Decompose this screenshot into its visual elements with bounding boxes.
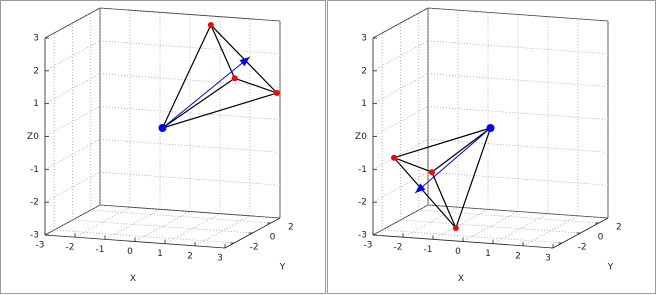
z-tick-label: 1 [361, 99, 367, 109]
grid-line [90, 209, 271, 224]
x-tick-label: -3 [364, 241, 373, 251]
z-tick-label: 0 [33, 132, 39, 142]
edge [455, 127, 492, 229]
z-axis-label: Z [355, 132, 361, 142]
arrow-shaft [162, 56, 251, 129]
z-tick-label: -1 [30, 165, 39, 175]
grid-line [99, 204, 281, 219]
edge [234, 77, 278, 94]
grid-line [99, 40, 281, 55]
z-axis-label: Z [27, 132, 33, 142]
z-tick-label: -2 [30, 198, 39, 208]
z-tick-label: -3 [358, 231, 367, 241]
y-tick-label: 2 [616, 223, 622, 233]
y-tick-label: 2 [288, 223, 294, 233]
panel-frame [0, 0, 326, 294]
grid-line [99, 106, 281, 120]
y-tick-label: -2 [250, 243, 259, 253]
y-tick-label: 0 [598, 233, 604, 243]
edge [161, 24, 212, 129]
z-tick-label: 3 [33, 34, 39, 44]
grid-line [427, 204, 609, 219]
grid-line [427, 106, 609, 120]
box-edge [44, 7, 101, 39]
x-axis-label: X [130, 274, 136, 284]
y-tick-label: 0 [270, 233, 276, 243]
edge [431, 171, 457, 229]
arrow-head [239, 56, 250, 67]
arrow-shaft [414, 127, 491, 194]
grid-line [72, 219, 253, 234]
x-tick-label: -3 [36, 241, 45, 251]
x-tick-label: 2 [515, 251, 521, 261]
arrow-head [415, 183, 426, 193]
edge [162, 77, 236, 129]
z-tick-label: 0 [361, 132, 367, 142]
grid-line [99, 73, 281, 88]
x-tick-label: -1 [96, 245, 105, 255]
x-axis-label: X [458, 274, 464, 284]
z-tick-label: 1 [33, 99, 39, 109]
x-tick-label: -1 [424, 245, 433, 255]
x-tick-label: 3 [217, 254, 223, 264]
grid-line [99, 171, 281, 186]
x-tick-label: 1 [157, 249, 163, 259]
x-tick-label: 2 [187, 251, 193, 261]
x-tick-label: 3 [545, 254, 551, 264]
vertex-point [391, 154, 397, 161]
grid-line [382, 229, 563, 244]
y-tick-label: -2 [578, 243, 587, 253]
z-tick-label: -2 [358, 198, 367, 208]
x-tick-label: -2 [394, 243, 403, 253]
grid-line [427, 138, 609, 153]
x-tick-label: 0 [455, 247, 461, 257]
grid-line [99, 138, 281, 153]
x-tick-label: -2 [66, 243, 75, 253]
vertex-point [428, 169, 435, 176]
x-tick-label: 0 [127, 247, 133, 257]
grid-line [427, 171, 609, 186]
panel-frame [327, 0, 656, 294]
grid-line [427, 40, 609, 55]
z-tick-label: 2 [361, 66, 367, 76]
vertex-point [452, 225, 459, 232]
vertex-point [274, 90, 280, 97]
grid-line [427, 7, 609, 22]
edge [393, 127, 491, 159]
grid-line [54, 229, 235, 244]
z-tick-label: 2 [33, 66, 39, 76]
vertex-point [207, 21, 214, 28]
grid-line [427, 73, 609, 88]
vertex-point [231, 75, 238, 82]
edge [393, 157, 457, 229]
y-axis-label: Y [279, 263, 286, 273]
box-edge [372, 7, 429, 39]
y-axis-label: Y [607, 263, 614, 273]
edge [431, 127, 491, 173]
x-tick-label: 1 [485, 249, 491, 259]
grid-line [400, 219, 581, 234]
center-point [486, 124, 495, 132]
z-tick-label: -3 [30, 231, 39, 241]
z-tick-label: 3 [361, 34, 367, 44]
z-tick-label: -1 [358, 165, 367, 175]
edge [210, 24, 236, 79]
edge [162, 92, 278, 129]
edge [393, 157, 433, 173]
grid-line [99, 7, 281, 22]
center-point [158, 124, 167, 132]
